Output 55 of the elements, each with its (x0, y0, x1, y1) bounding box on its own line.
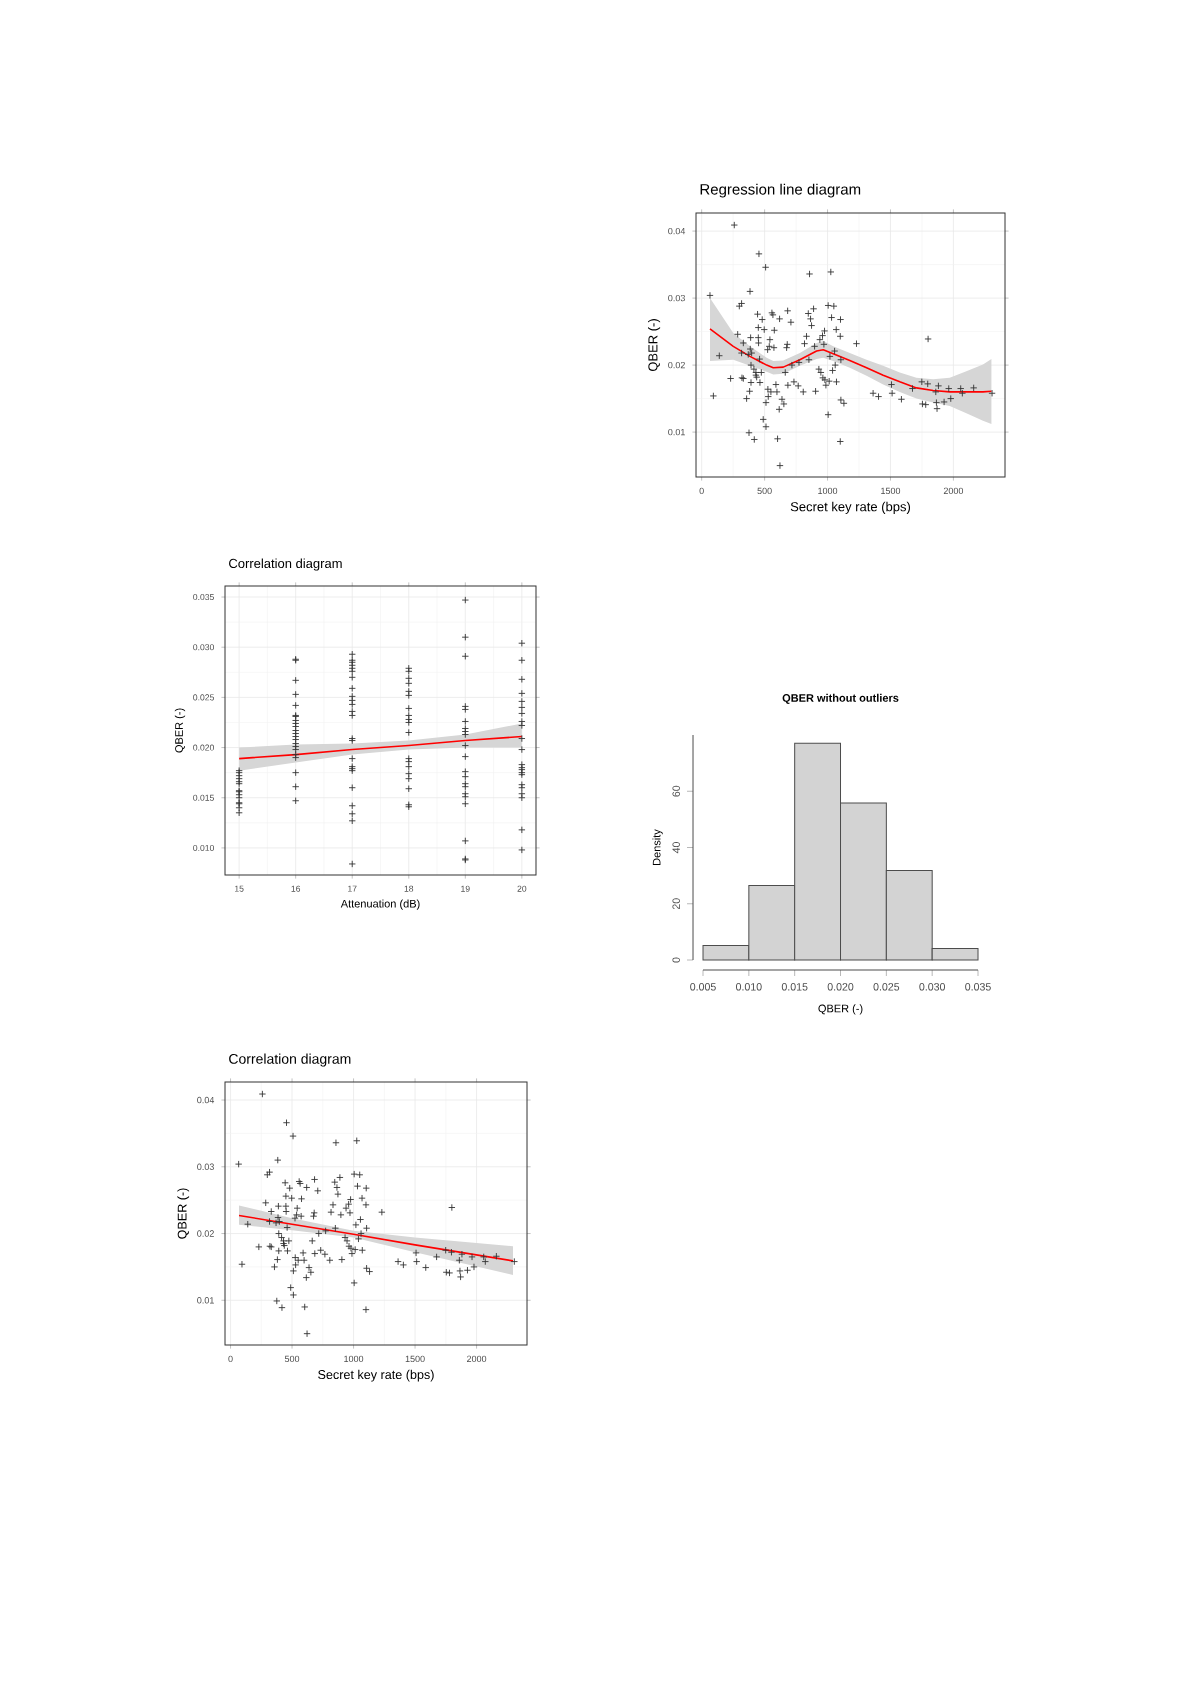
x-tick-label: 20 (517, 885, 527, 892)
x-tick-label: 19 (461, 885, 470, 892)
x-tick-label: 0.010 (735, 983, 762, 991)
x-axis-title: Secret key rate (bps) (790, 501, 911, 514)
y-tick-label: 0.025 (193, 694, 214, 701)
y-tick-label: 40 (672, 842, 680, 854)
y-tick-label: 0.02 (197, 1230, 214, 1237)
chart-title: Correlation diagram (229, 1053, 351, 1067)
y-tick-label: 20 (672, 898, 680, 910)
x-tick-label: 2000 (467, 1355, 487, 1363)
line-series (238, 1214, 514, 1262)
x-tick-label: 15 (235, 885, 244, 892)
chart-title: Correlation diagram (229, 558, 342, 571)
x-tick-label: 0.005 (690, 983, 716, 991)
x-tick-label: 1000 (344, 1355, 364, 1363)
x-tick-label: 0.035 (965, 983, 991, 991)
y-tick-label: 0.020 (193, 744, 215, 751)
x-tick-label: 0 (228, 1355, 233, 1363)
chart-title: Regression line diagram (700, 183, 861, 198)
y-tick-label: 0.010 (193, 844, 215, 851)
y-axis-title: QBER (-) (174, 708, 186, 753)
y-tick-label: 0.030 (193, 644, 215, 651)
y-tick-label: 0.035 (193, 594, 214, 601)
x-tick-label: 18 (404, 885, 414, 892)
x-tick-label: 1000 (818, 487, 838, 495)
x-tick-label: 0.015 (781, 983, 808, 991)
y-axis-title: QBER (-) (648, 319, 661, 372)
y-tick-label: 0.04 (197, 1096, 215, 1104)
x-tick-label: 17 (348, 885, 357, 892)
x-axis-title: Secret key rate (bps) (318, 1369, 434, 1382)
chart-title: QBER without outliers (782, 693, 899, 704)
line-series (238, 735, 523, 760)
x-tick-label: 0.030 (919, 983, 946, 991)
y-tick-label: 0.04 (668, 227, 686, 235)
x-tick-label: 1500 (881, 487, 901, 495)
x-tick-label: 16 (291, 885, 301, 892)
x-tick-label: 0.020 (827, 983, 854, 991)
y-axis-title: QBER (-) (177, 1188, 190, 1239)
x-axis-title: QBER (-) (818, 1004, 863, 1015)
y-tick-label: 0.01 (668, 428, 685, 436)
y-tick-label: 0 (672, 957, 680, 963)
y-tick-label: 0.015 (193, 794, 214, 801)
x-tick-label: 0 (699, 487, 704, 495)
y-tick-label: 0.03 (668, 294, 685, 302)
x-tick-label: 500 (757, 487, 772, 495)
x-tick-label: 2000 (943, 487, 964, 495)
x-tick-label: 0.025 (873, 983, 900, 991)
y-tick-label: 0.01 (197, 1297, 214, 1304)
x-tick-label: 1500 (405, 1355, 425, 1363)
y-tick-label: 60 (672, 785, 680, 797)
y-tick-label: 0.02 (668, 361, 685, 369)
y-tick-label: 0.03 (197, 1163, 214, 1170)
x-axis-title: Attenuation (dB) (340, 899, 420, 910)
y-axis-title: Density (652, 829, 663, 865)
x-tick-label: 500 (284, 1355, 300, 1363)
